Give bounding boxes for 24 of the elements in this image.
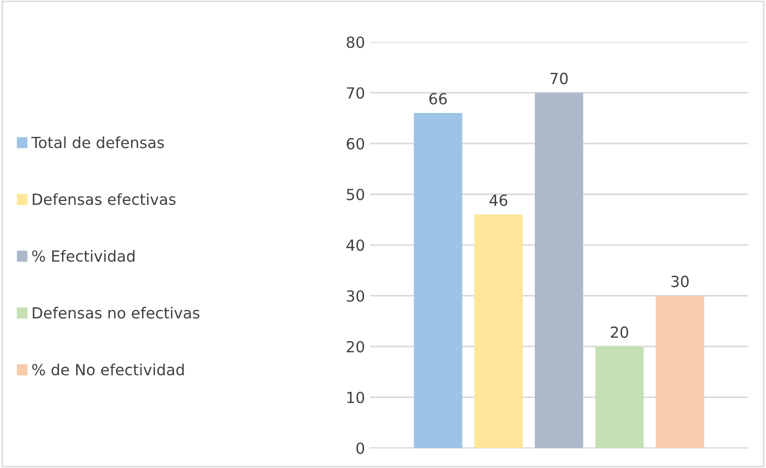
- y-tick-label: 30: [346, 290, 364, 302]
- legend-label: % Efectividad: [32, 250, 134, 262]
- y-tick-label: 80: [346, 36, 364, 48]
- bar: [534, 92, 584, 448]
- y-tick-label: 0: [356, 442, 364, 454]
- data-label: 66: [429, 92, 447, 105]
- y-tick-label: 60: [346, 138, 364, 150]
- y-tick-label: 70: [346, 87, 364, 99]
- bar: [414, 113, 462, 448]
- legend-label: % de No efectividad: [32, 364, 184, 376]
- legend-label: Total de defensas: [31, 136, 164, 148]
- data-label: 70: [550, 72, 568, 84]
- legend-label: Defensas no efectivas: [32, 306, 200, 319]
- bar: [595, 346, 644, 448]
- bar: [656, 296, 704, 448]
- data-label: 46: [490, 194, 508, 206]
- y-tick-label: 10: [347, 392, 364, 404]
- data-label: 30: [671, 276, 689, 288]
- data-label: 20: [610, 326, 628, 338]
- y-tick-label: 50: [346, 188, 364, 200]
- bar: [474, 214, 523, 448]
- legend-label: Defensas efectivas: [32, 193, 176, 206]
- y-tick-label: 40: [346, 239, 364, 252]
- y-tick-label: 20: [346, 340, 364, 353]
